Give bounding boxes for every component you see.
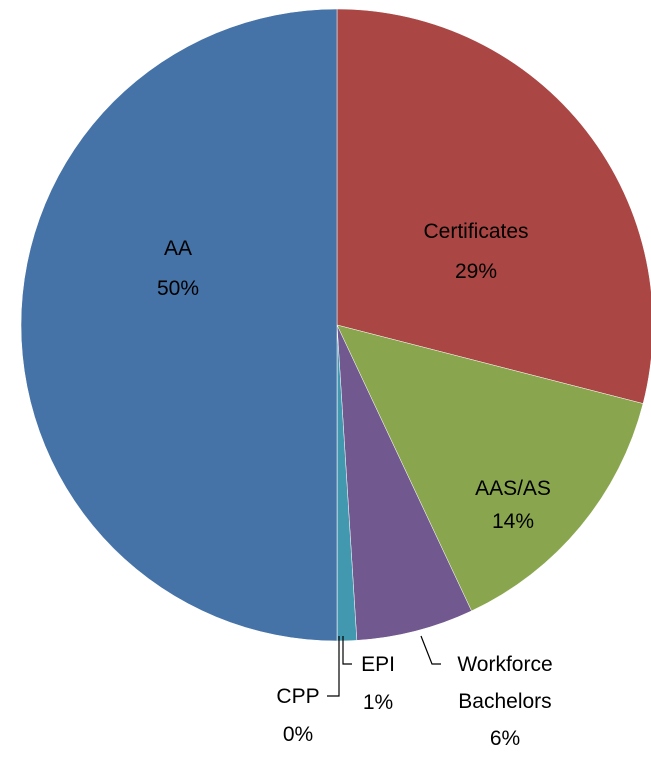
pie-slice	[336, 324, 472, 641]
value-label: 50%	[156, 277, 200, 300]
category-label: Certificates	[423, 220, 529, 243]
value-label: 29%	[454, 260, 498, 283]
category-label: AAS/AS	[475, 477, 551, 500]
value-label: 6%	[489, 727, 521, 750]
leader-line	[342, 636, 352, 665]
category-label: Workforce Bachelors	[457, 653, 553, 713]
category-label: CPP	[276, 685, 320, 708]
value-label: 14%	[491, 510, 535, 533]
value-label: 1%	[362, 691, 394, 714]
category-label: AA	[163, 237, 192, 260]
pie-slice	[336, 324, 644, 612]
pie-slice	[20, 8, 338, 642]
leader-line	[420, 635, 441, 665]
value-label: 0%	[282, 723, 314, 746]
leader-line	[327, 636, 340, 697]
pie-slice	[336, 8, 651, 404]
category-label: EPI	[361, 653, 395, 676]
